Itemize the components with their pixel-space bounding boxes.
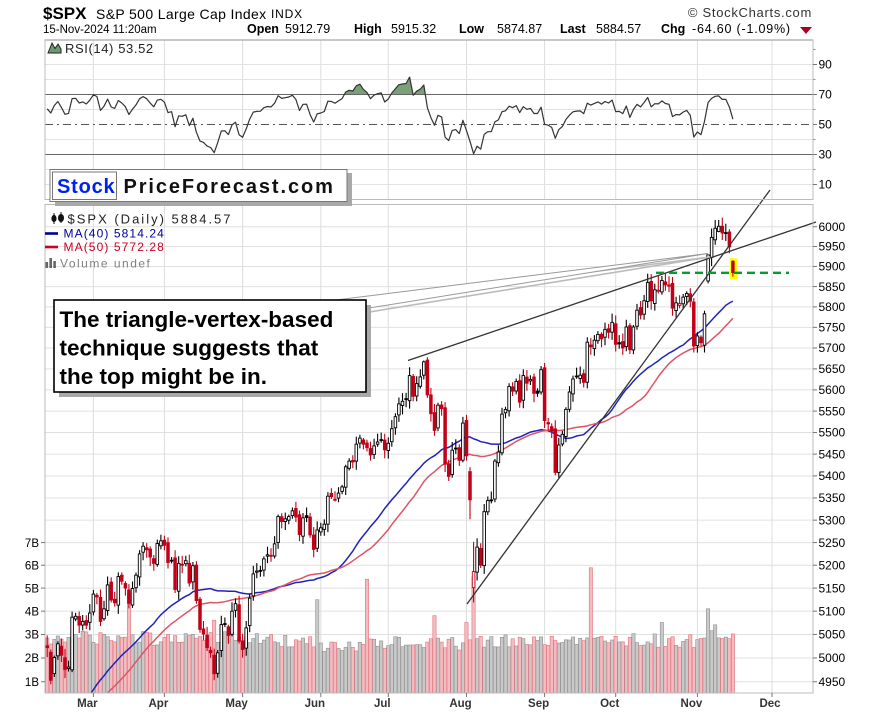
svg-text:5B: 5B — [25, 583, 39, 595]
svg-text:5912.79: 5912.79 — [285, 22, 330, 36]
svg-text:MA(40) 5814.24: MA(40) 5814.24 — [64, 227, 165, 241]
svg-text:Last: Last — [560, 22, 587, 36]
svg-text:30: 30 — [819, 148, 833, 162]
svg-text:50: 50 — [819, 118, 833, 132]
svg-text:5750: 5750 — [819, 321, 846, 335]
svg-text:5950: 5950 — [819, 240, 846, 254]
svg-text:$SPX: $SPX — [43, 4, 87, 23]
svg-text:3B: 3B — [25, 630, 39, 642]
svg-text:© StockCharts.com: © StockCharts.com — [688, 5, 812, 20]
svg-text:5500: 5500 — [819, 426, 846, 440]
svg-text:5400: 5400 — [819, 469, 846, 483]
svg-text:70: 70 — [819, 88, 833, 102]
svg-text:Sep: Sep — [528, 698, 549, 710]
svg-text:5050: 5050 — [819, 628, 846, 642]
svg-text:Dec: Dec — [759, 698, 781, 710]
svg-text:4950: 4950 — [819, 675, 846, 689]
svg-text:technique suggests that: technique suggests that — [60, 336, 319, 361]
svg-text:90: 90 — [819, 58, 833, 72]
svg-text:5650: 5650 — [819, 362, 846, 376]
svg-text:5200: 5200 — [819, 558, 846, 572]
svg-text:5800: 5800 — [819, 300, 846, 314]
svg-text:5550: 5550 — [819, 404, 846, 418]
svg-text:6B: 6B — [25, 560, 39, 572]
svg-text:1B: 1B — [25, 677, 39, 689]
svg-text:5600: 5600 — [819, 383, 846, 397]
svg-text:2B: 2B — [25, 653, 39, 665]
svg-text:6000: 6000 — [819, 220, 846, 234]
svg-text:7B: 7B — [25, 538, 39, 550]
svg-text:10: 10 — [819, 178, 833, 192]
svg-text:May: May — [225, 698, 248, 710]
svg-text:$SPX (Daily) 5884.57: $SPX (Daily) 5884.57 — [68, 212, 233, 227]
svg-text:Mar: Mar — [77, 698, 98, 710]
svg-text:Low: Low — [459, 22, 484, 36]
svg-text:RSI(14) 53.52: RSI(14) 53.52 — [65, 41, 154, 56]
svg-text:S&P 500 Large Cap Index: S&P 500 Large Cap Index — [96, 6, 266, 22]
svg-text:5900: 5900 — [819, 260, 846, 274]
svg-text:MA(50) 5772.28: MA(50) 5772.28 — [64, 240, 165, 254]
svg-text:Chg: Chg — [661, 22, 685, 36]
svg-text:INDX: INDX — [271, 7, 303, 21]
svg-text:High: High — [354, 22, 382, 36]
svg-text:Jun: Jun — [305, 698, 325, 710]
svg-text:Stock: Stock — [57, 176, 116, 198]
svg-text:5000: 5000 — [819, 651, 846, 665]
svg-text:4B: 4B — [25, 606, 39, 618]
svg-text:Oct: Oct — [600, 698, 619, 710]
svg-text:5850: 5850 — [819, 280, 846, 294]
svg-text:Volume undef: Volume undef — [60, 257, 151, 271]
svg-text:5300: 5300 — [819, 513, 846, 527]
svg-text:Jul: Jul — [374, 698, 391, 710]
svg-text:5100: 5100 — [819, 604, 846, 618]
svg-text:5350: 5350 — [819, 491, 846, 505]
svg-text:The triangle-vertex-based: The triangle-vertex-based — [60, 307, 334, 332]
svg-text:15-Nov-2024 11:20am: 15-Nov-2024 11:20am — [43, 24, 157, 36]
svg-text:5150: 5150 — [819, 581, 846, 595]
svg-text:Nov: Nov — [681, 698, 703, 710]
svg-text:5915.32: 5915.32 — [391, 22, 436, 36]
svg-text:Aug: Aug — [449, 698, 471, 710]
svg-text:5250: 5250 — [819, 536, 846, 550]
svg-text:-64.60 (-1.09%): -64.60 (-1.09%) — [692, 22, 791, 36]
svg-text:Apr: Apr — [148, 698, 168, 710]
svg-text:5874.87: 5874.87 — [497, 22, 542, 36]
svg-text:PriceForecast.com: PriceForecast.com — [124, 176, 335, 198]
svg-text:the top might be in.: the top might be in. — [60, 364, 267, 389]
svg-text:Open: Open — [247, 22, 279, 36]
svg-text:5700: 5700 — [819, 341, 846, 355]
svg-text:5450: 5450 — [819, 447, 846, 461]
svg-text:5884.57: 5884.57 — [596, 22, 641, 36]
